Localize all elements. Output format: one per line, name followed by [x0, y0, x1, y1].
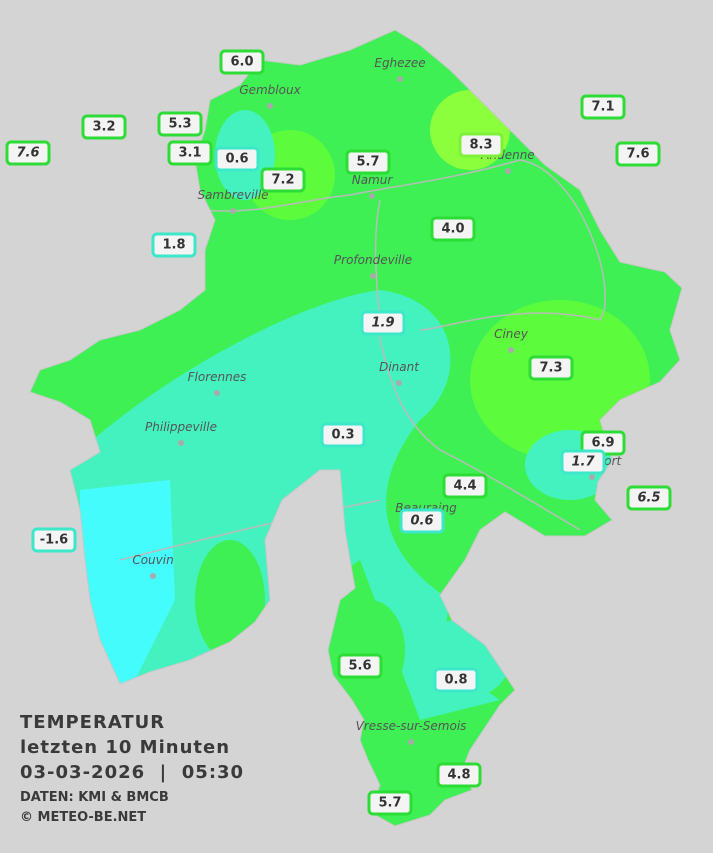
station-temperature: 5.7	[378, 796, 401, 811]
station-box	[151, 232, 197, 258]
station-box	[337, 653, 383, 679]
city-name: Sambreville	[197, 188, 268, 202]
city-name: Namur	[352, 173, 394, 187]
station-box	[399, 508, 445, 534]
legend-datetime: 03-03-2026 | 05:30	[20, 762, 245, 783]
station-temperature: 5.6	[348, 659, 371, 674]
station-temperature: 7.3	[539, 361, 562, 376]
city-dot	[178, 440, 184, 446]
station-box	[157, 111, 203, 137]
station-box	[214, 146, 260, 172]
station-temperature: 6.0	[230, 55, 253, 70]
station-box	[626, 485, 672, 511]
station-temperature: 0.6	[410, 514, 433, 529]
station-box	[260, 167, 306, 193]
station-temperature: -1.6	[40, 533, 68, 548]
station-temperature: 4.0	[441, 222, 464, 237]
legend-title: TEMPERATUR	[20, 712, 166, 733]
city-dot	[267, 103, 273, 109]
city-name: Florennes	[188, 370, 247, 384]
city-dot	[505, 168, 511, 174]
station-box	[81, 114, 127, 140]
station-box	[436, 762, 482, 788]
city-name: Vresse-sur-Semois	[356, 719, 467, 733]
city-name: Philippeville	[145, 420, 217, 434]
city-dot	[370, 273, 376, 279]
station-temperature: 1.9	[371, 316, 394, 331]
station-temperature: 5.3	[168, 117, 191, 132]
station-box	[367, 790, 413, 816]
city-name: Dinant	[379, 360, 420, 374]
legend-subtitle: letzten 10 Minuten	[20, 737, 231, 758]
city-name: Eghezee	[374, 56, 425, 70]
station-temperature: 0.8	[444, 673, 467, 688]
city-dot	[150, 573, 156, 579]
station-temperature: 7.6	[16, 146, 39, 161]
station-box	[31, 527, 77, 553]
station-temperature: 5.7	[356, 155, 379, 170]
station-box	[433, 667, 479, 693]
station-box	[442, 473, 488, 499]
station-box	[320, 422, 366, 448]
city-name: Ciney	[494, 327, 529, 341]
station-temperature: 3.1	[178, 146, 201, 161]
station-box	[167, 140, 213, 166]
station-box	[219, 49, 265, 75]
station-box	[360, 310, 406, 336]
station-temperature: 7.6	[626, 147, 649, 162]
station-temperature: 1.8	[162, 238, 185, 253]
station-box	[560, 449, 606, 475]
station-box	[430, 216, 476, 242]
station-box	[458, 132, 504, 158]
city-dot	[508, 347, 514, 353]
station-temperature: 3.2	[92, 120, 115, 135]
station-temperature: 0.3	[331, 428, 354, 443]
station-box	[615, 141, 661, 167]
city-dot	[396, 380, 402, 386]
station-temperature: 4.4	[453, 479, 476, 494]
station-temperature: 6.9	[591, 436, 614, 451]
legend-copyright: © METEO-BE.NET	[20, 810, 147, 825]
city-dot	[408, 739, 414, 745]
legend-source: DATEN: KMI & BMCB	[20, 790, 169, 805]
city-dot	[397, 76, 403, 82]
station-box	[528, 355, 574, 381]
city-dot	[589, 474, 595, 480]
city-name: Profondeville	[334, 253, 412, 267]
station-temperature: 1.7	[571, 455, 595, 470]
station-box	[345, 149, 391, 175]
station-temperature: 4.8	[447, 768, 470, 783]
station-temperature: 8.3	[469, 138, 492, 153]
station-box	[5, 140, 51, 166]
city-name: Gembloux	[239, 83, 301, 97]
station-temperature: 7.1	[591, 100, 614, 115]
city-name: Couvin	[132, 553, 173, 567]
station-temperature: 7.2	[271, 173, 294, 188]
station-box	[580, 94, 626, 120]
station-temperature: 6.5	[637, 491, 660, 506]
city-dot	[369, 193, 375, 199]
station-temperature: 0.6	[225, 152, 248, 167]
city-dot	[230, 208, 236, 214]
city-dot	[214, 390, 220, 396]
